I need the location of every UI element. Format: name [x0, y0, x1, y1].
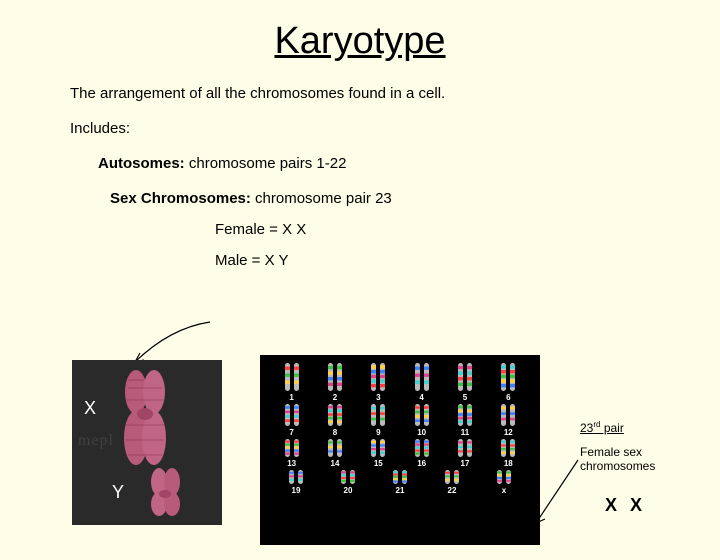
chromosome-pair: 8	[317, 404, 353, 437]
chromosome-number: 19	[292, 486, 301, 495]
chromosome-pair: 3	[360, 363, 396, 402]
chromosome-pair: 13	[274, 439, 310, 468]
chromosome-pair-shape	[370, 404, 386, 426]
chromosome-pair-shape	[327, 363, 343, 391]
chromosome-number: x	[502, 486, 506, 495]
chromosome-pair-shape	[284, 439, 300, 457]
page-title: Karyotype	[0, 20, 720, 63]
chromosome-pair-shape	[370, 363, 386, 391]
chromosome-pair: 14	[317, 439, 353, 468]
chromosome-pair: 6	[490, 363, 526, 402]
chromosome-number: 9	[376, 428, 380, 437]
includes-label: Includes:	[70, 120, 720, 137]
female-line: Female = X X	[215, 221, 720, 238]
chromosome-pair: 10	[404, 404, 440, 437]
chromosome-pair: 19	[278, 470, 314, 495]
chromosome-pair: 9	[360, 404, 396, 437]
chromosome-pair: 22	[434, 470, 470, 495]
karyo-row: 19 20 21 22 x	[270, 470, 530, 495]
chromosome-pair: 18	[490, 439, 526, 468]
chromosome-pair: 16	[404, 439, 440, 468]
karyo-row: 13 14 15 16 17 18	[270, 439, 530, 468]
chromosome-pair: x	[486, 470, 522, 495]
chromosome-pair: 11	[447, 404, 483, 437]
sexchrom-label: Sex Chromosomes:	[110, 190, 251, 207]
chromosome-pair: 4	[404, 363, 440, 402]
chromosome-number: 16	[417, 459, 426, 468]
chromosome-pair-shape	[288, 470, 304, 484]
chromosome-pair: 5	[447, 363, 483, 402]
chromosome-pair-shape	[327, 404, 343, 426]
chromosome-pair-shape	[370, 439, 386, 457]
chromosome-pair-shape	[284, 404, 300, 426]
chromosome-number: 14	[331, 459, 340, 468]
chromosome-pair-shape	[327, 439, 343, 457]
chromosome-number: 15	[374, 459, 383, 468]
chromosome-number: 1	[289, 393, 293, 402]
watermark-text: mepl	[78, 432, 114, 450]
chromosome-number: 2	[333, 393, 337, 402]
chromosome-number: 13	[287, 459, 296, 468]
male-line: Male = X Y	[215, 252, 720, 269]
y-label: Y	[112, 482, 124, 503]
chromosome-pair-shape	[457, 363, 473, 391]
chromosome-number: 4	[419, 393, 423, 402]
chromosome-pair: 7	[274, 404, 310, 437]
chromosome-pair-shape	[284, 363, 300, 391]
chromosome-pair-shape	[457, 439, 473, 457]
female-sex-chrom-text: Female sex chromosomes	[580, 445, 700, 474]
karyo-row: 1 2 3 4 5 6	[270, 363, 530, 402]
chromosome-number: 8	[333, 428, 337, 437]
autosomes-text: chromosome pairs 1-22	[185, 155, 347, 172]
y-chromosome-shape	[144, 468, 186, 516]
chromosome-number: 11	[461, 428, 469, 437]
chromosome-pair-shape	[414, 439, 430, 457]
chromosome-pair-shape	[444, 470, 460, 484]
x-chromosome-shape	[114, 370, 174, 465]
chromosome-number: 5	[463, 393, 467, 402]
definition-text: The arrangement of all the chromosomes f…	[70, 85, 720, 102]
chromosome-pair-shape	[414, 404, 430, 426]
sexchrom-line: Sex Chromosomes: chromosome pair 23	[110, 190, 720, 207]
chromosome-pair-shape	[340, 470, 356, 484]
chromosome-pair: 20	[330, 470, 366, 495]
chromosome-pair-shape	[500, 363, 516, 391]
chromosome-number: 17	[461, 459, 470, 468]
chromosome-number: 22	[448, 486, 457, 495]
chromosome-pair: 1	[274, 363, 310, 402]
chromosome-pair-shape	[496, 470, 512, 484]
xy-chromosome-image: X Y mepl	[72, 360, 222, 525]
chromosome-number: 21	[396, 486, 405, 495]
sexchrom-text: chromosome pair 23	[251, 190, 392, 207]
chromosome-number: 12	[504, 428, 513, 437]
chromosome-number: 6	[506, 393, 510, 402]
chromosome-number: 3	[376, 393, 380, 402]
chromosome-number: 7	[289, 428, 293, 437]
chromosome-pair: 21	[382, 470, 418, 495]
arrow-to-pair23-icon	[530, 455, 585, 530]
karyo-row: 7 8 9 10 11 12	[270, 404, 530, 437]
chromosome-pair-shape	[457, 404, 473, 426]
karyotype-image: 12345678910111213141516171819202122x	[260, 355, 540, 545]
pair23-label: 23rd pair	[580, 420, 624, 435]
pair23-num: 23	[580, 421, 593, 435]
autosomes-line: Autosomes: chromosome pairs 1-22	[98, 155, 720, 172]
chromosome-number: 18	[504, 459, 513, 468]
chromosome-pair-shape	[392, 470, 408, 484]
autosomes-label: Autosomes:	[98, 155, 185, 172]
chromosome-pair: 15	[360, 439, 396, 468]
chromosome-pair: 12	[490, 404, 526, 437]
xx-label: X X	[605, 495, 646, 516]
pair23-suffix: pair	[600, 421, 623, 435]
chromosome-pair-shape	[414, 363, 430, 391]
chromosome-number: 20	[344, 486, 353, 495]
chromosome-pair-shape	[500, 404, 516, 426]
chromosome-number: 10	[417, 428, 426, 437]
chromosome-pair: 2	[317, 363, 353, 402]
chromosome-pair: 17	[447, 439, 483, 468]
x-label: X	[84, 398, 96, 419]
chromosome-pair-shape	[500, 439, 516, 457]
